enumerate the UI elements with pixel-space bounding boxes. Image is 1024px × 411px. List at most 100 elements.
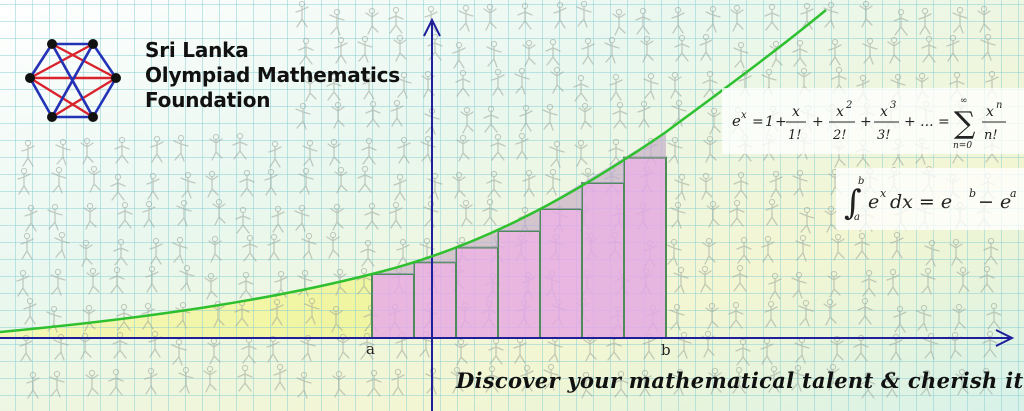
stick-figure [915,72,929,100]
stick-figure [204,272,218,300]
stick-figure [699,33,713,61]
stick-figure [986,302,1002,330]
stick-figure [393,173,407,201]
stick-figure [732,264,748,292]
stick-figure [459,199,473,227]
stick-figure [298,37,314,65]
stick-figure [172,236,188,264]
series-plus-1: + [775,114,787,130]
stick-figure [491,68,505,96]
series-sigma: ∑ [954,106,976,141]
series-equals: = [752,114,764,130]
stick-figure [80,137,94,165]
stick-figure [20,232,34,260]
stick-figure [274,270,288,298]
stick-figure [365,7,379,35]
stick-figure [924,239,940,267]
stick-figure [668,71,682,99]
stick-figure [366,369,382,397]
stick-figure [455,69,471,97]
stick-figure [978,367,994,395]
stick-figure [669,303,685,331]
riemann-rectangle [455,246,499,339]
series-lhs-exp: x [741,110,747,121]
stick-figure [860,371,876,399]
stick-figure [543,363,559,391]
stick-figure [357,165,373,193]
stick-figure [604,36,620,64]
series-t2-den: 2! [832,128,847,143]
stick-figure [454,338,468,366]
integral-formula-panel: ∫ b a e x dx = e b − e a [836,168,1024,230]
stick-figure [573,74,589,102]
stick-figure [50,268,66,296]
stick-figure [952,6,968,34]
riemann-rectangle [581,182,625,339]
stick-figure [673,266,689,294]
exponential-curve [0,9,827,334]
stick-figure [768,272,782,300]
stick-figure [146,172,160,200]
stick-figure [452,171,466,199]
stick-figure [574,139,588,167]
stick-figure [671,99,687,127]
stick-figure [733,171,749,199]
stick-figure [515,132,529,160]
series-t1-num: x [792,104,800,120]
org-name-line-3: Foundation [145,88,271,112]
stick-figure [486,170,502,198]
stick-figure [823,1,839,29]
stick-figure [419,237,435,265]
riemann-rectangle [539,208,583,339]
riemann-rectangle [371,273,415,339]
stick-figure [149,237,163,265]
integral-rhs-exp-b: b [969,187,976,200]
stick-figure [393,34,407,62]
stick-figure [674,34,690,62]
stick-figure [702,237,716,265]
stick-figure [334,36,348,64]
stick-figure [522,169,536,197]
stick-figure [707,107,721,135]
stick-figure [47,203,63,231]
riemann-rectangles [371,132,667,339]
stick-figure [113,238,129,266]
integral-minus: − e [978,191,1011,213]
stick-figure [176,199,192,227]
stick-figure [267,233,281,261]
stick-figure [893,305,907,333]
org-name-line-1: Sri Lanka [145,38,249,62]
stick-figure [979,265,995,293]
stick-figure [86,267,100,295]
stick-figure [791,271,807,299]
stick-figure [918,7,932,35]
stick-figure [360,239,376,267]
integral-upper-bound: b [858,176,864,187]
stick-figure [916,304,932,332]
stick-figure [273,363,287,391]
integral-integrand-exp: x [880,187,887,200]
stick-figure [298,167,314,195]
stick-figure [790,364,806,392]
stick-figure [792,169,808,197]
stick-figure [733,41,749,69]
stick-figure [730,4,744,32]
stick-figure [612,8,626,36]
series-formula-panel: e x = 1 + x 1! + x 2 2! + x 3 3! + ... =… [722,88,1024,154]
stick-figure [731,366,747,394]
stick-figure [798,299,814,327]
stick-figure [362,72,376,100]
stick-figure [173,134,189,162]
stick-figure [26,371,40,399]
lower-limit-label: a [366,340,375,358]
stick-figure [862,37,878,65]
stick-figure [150,135,164,163]
stick-figure [859,0,873,28]
stick-figure [983,237,999,265]
stick-figure [329,305,343,333]
x-axis-arrow-icon [995,329,1015,347]
stick-figure [608,138,624,166]
stick-figure [893,8,909,36]
stick-figure [921,35,937,63]
